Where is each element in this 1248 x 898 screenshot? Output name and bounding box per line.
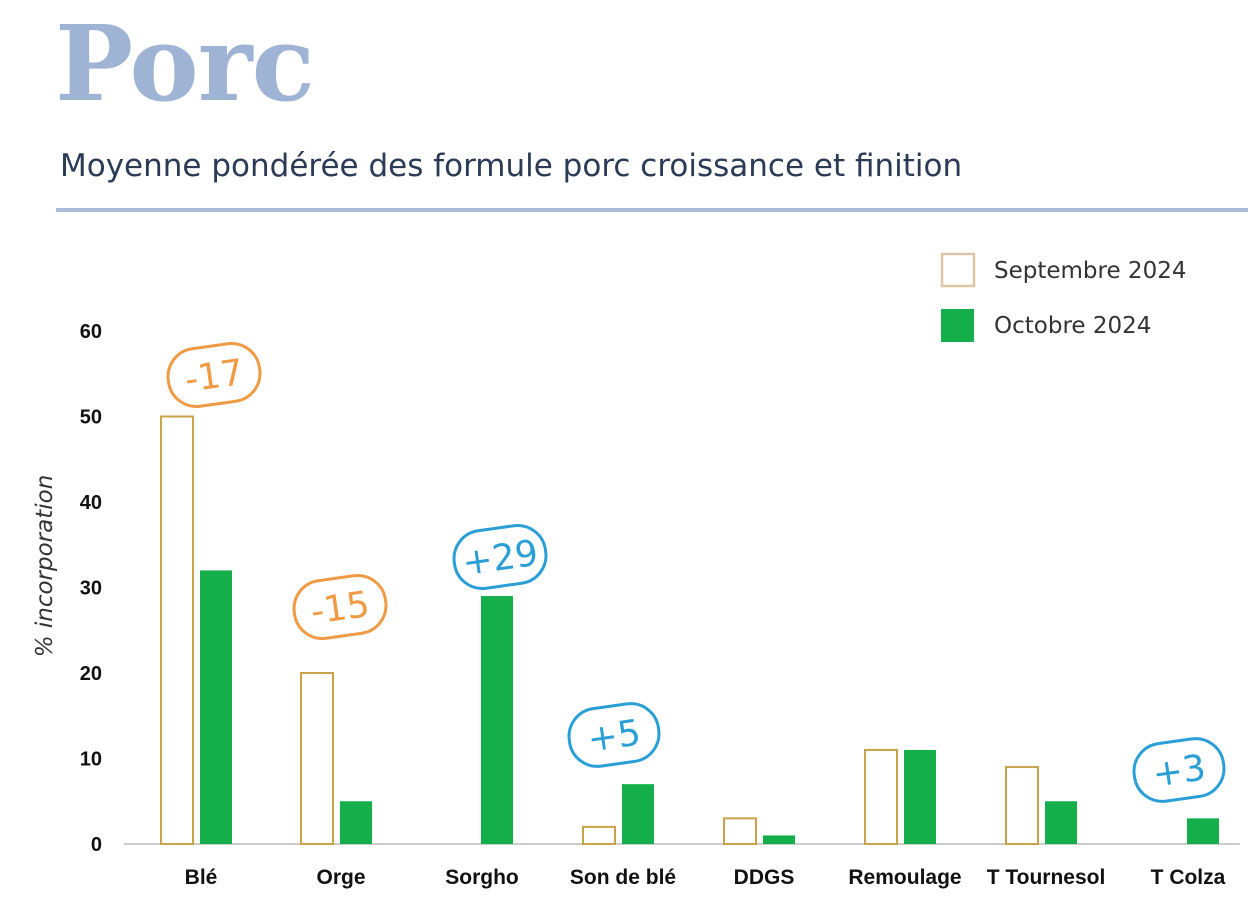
y-tick-label: 50 (80, 407, 102, 429)
change-badge: +29 (452, 524, 548, 590)
x-category-label: DDGS (734, 866, 795, 889)
bar-octobre (622, 784, 654, 844)
y-tick-label: 30 (80, 578, 102, 600)
x-category-label: T Tournesol (987, 866, 1106, 889)
legend-swatch-octobre (941, 309, 974, 342)
bar-septembre (723, 817, 757, 845)
legend-label-octobre: Octobre 2024 (994, 313, 1151, 339)
x-category-label: Blé (185, 866, 218, 889)
change-badge: +3 (1132, 737, 1226, 803)
x-category-label: T Colza (1151, 866, 1226, 889)
change-badge: -17 (166, 342, 262, 408)
change-badge-outline (452, 524, 548, 590)
y-tick-label: 0 (91, 834, 102, 856)
change-badge-label: -17 (182, 352, 246, 401)
page-title: Porc (55, 2, 315, 125)
change-badge-label: +3 (1150, 747, 1208, 795)
x-category-label: Orge (316, 866, 365, 889)
change-badge-label: -15 (308, 584, 372, 633)
bar-septembre (864, 748, 898, 846)
change-badge: +5 (567, 702, 661, 768)
legend-swatch-septembre (940, 252, 976, 288)
y-tick-label: 40 (80, 492, 102, 514)
bar-octobre (904, 749, 936, 844)
x-category-label: Remoulage (848, 866, 961, 889)
bar-octobre (340, 801, 372, 844)
change-badge-outline (1132, 737, 1226, 803)
legend-label-septembre: Septembre 2024 (994, 258, 1186, 284)
change-badge-outline (567, 702, 661, 768)
y-tick-label: 60 (80, 321, 102, 343)
change-badge: -15 (292, 574, 388, 640)
bar-octobre (763, 835, 795, 844)
change-badge-outline (292, 574, 388, 640)
bar-octobre (200, 570, 232, 844)
bar-septembre (1005, 766, 1039, 845)
bar-octobre (1045, 801, 1077, 844)
bar-septembre (582, 825, 616, 846)
header-divider (56, 208, 1248, 212)
bar-octobre (481, 596, 513, 844)
change-badge-outline (166, 342, 262, 408)
x-category-label: Son de blé (570, 866, 676, 889)
bar-octobre (1187, 818, 1219, 844)
bar-septembre (300, 672, 334, 845)
y-tick-label: 20 (80, 663, 102, 685)
bar-septembre (160, 415, 194, 845)
x-category-label: Sorgho (445, 866, 519, 889)
y-tick-label: 10 (80, 749, 102, 771)
change-badge-label: +5 (585, 712, 643, 760)
page-subtitle: Moyenne pondérée des formule porc croiss… (60, 148, 963, 184)
y-axis-label: % incorporation (32, 475, 58, 658)
